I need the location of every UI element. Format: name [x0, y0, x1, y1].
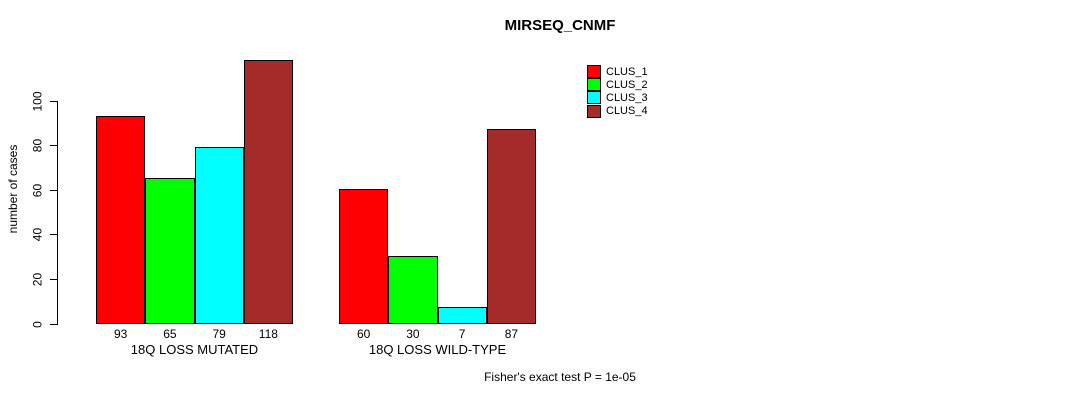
y-axis-tick: [50, 189, 57, 191]
legend-item: CLUS_2: [587, 78, 648, 92]
legend-swatch-clus1: [587, 65, 601, 79]
bar-value-label: 93: [113, 327, 128, 341]
bar-clus_1-group1: [96, 115, 146, 324]
annotation-fishers-test: Fisher's exact test P = 1e-05: [484, 370, 636, 384]
bar-clus_2-group1: [145, 178, 195, 324]
group-label-2: 18Q LOSS WILD-TYPE: [368, 342, 507, 357]
bar-value-label: 118: [258, 327, 278, 341]
bar-clus_4-group1: [243, 59, 293, 324]
y-axis-tick: [50, 234, 57, 236]
bar-value-label: 65: [163, 327, 177, 341]
legend-swatch-clus3: [587, 91, 601, 105]
legend-label: CLUS_2: [606, 78, 648, 91]
bar-clus_3-group1: [194, 146, 244, 324]
legend-label: CLUS_3: [606, 91, 648, 104]
legend-item: CLUS_4: [587, 104, 648, 118]
bar-value-label: 87: [504, 327, 519, 341]
legend-label: CLUS_1: [606, 65, 648, 78]
legend-item: CLUS_3: [587, 91, 648, 105]
chart-title: MIRSEQ_CNMF: [504, 17, 616, 34]
bar-clus_3-group2: [437, 307, 487, 324]
y-axis-tick: [50, 323, 57, 325]
bar-value-label: 60: [356, 327, 371, 341]
group-label-1: 18Q LOSS MUTATED: [130, 342, 259, 357]
bar-value-label: 79: [212, 327, 226, 341]
y-axis-tick: [50, 145, 57, 147]
legend-label: CLUS_4: [606, 105, 648, 118]
legend: CLUS_1 CLUS_2 CLUS_3 CLUS_4: [587, 65, 648, 118]
y-axis-tick-label: 20: [30, 272, 45, 287]
y-axis-line: [57, 100, 58, 325]
bar-value-label: 7: [458, 327, 466, 341]
legend-item: CLUS_1: [587, 65, 648, 79]
y-axis-tick-label: 60: [30, 183, 45, 197]
bar-clus_1-group2: [339, 189, 389, 324]
bar-value-label: 30: [406, 327, 420, 341]
y-axis-tick: [50, 278, 57, 280]
bar-clus_4-group2: [486, 128, 536, 324]
y-axis-tick-label: 100: [30, 90, 45, 112]
y-axis-tick-label: 80: [30, 138, 45, 153]
y-axis-tick-label: 0: [30, 320, 45, 328]
bar-clus_2-group2: [388, 256, 438, 324]
legend-swatch-clus4: [587, 104, 601, 118]
legend-swatch-clus2: [587, 78, 601, 92]
y-axis-tick: [50, 100, 57, 102]
y-axis-title: number of cases: [6, 144, 20, 234]
y-axis-tick-label: 40: [30, 228, 45, 242]
